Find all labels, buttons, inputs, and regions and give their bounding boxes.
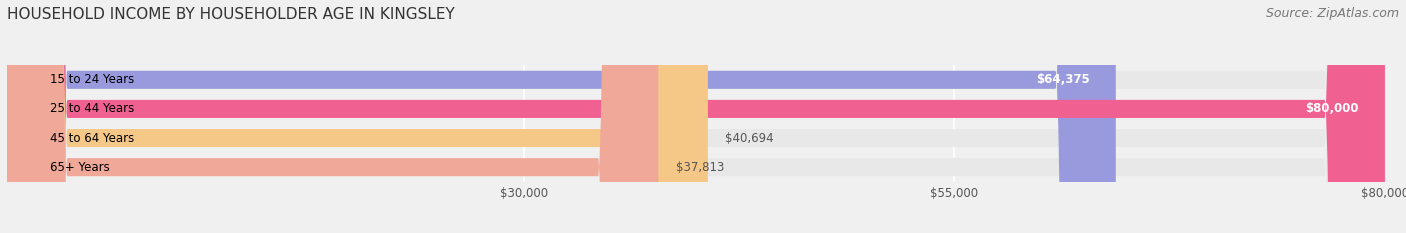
Text: $37,813: $37,813 [675, 161, 724, 174]
Text: $80,000: $80,000 [1306, 103, 1360, 115]
FancyBboxPatch shape [7, 0, 658, 233]
Text: $40,694: $40,694 [725, 132, 773, 144]
Text: 65+ Years: 65+ Years [51, 161, 110, 174]
Text: 25 to 44 Years: 25 to 44 Years [51, 103, 135, 115]
FancyBboxPatch shape [7, 0, 709, 233]
Text: 45 to 64 Years: 45 to 64 Years [51, 132, 135, 144]
FancyBboxPatch shape [7, 0, 1385, 233]
Text: 15 to 24 Years: 15 to 24 Years [51, 73, 135, 86]
FancyBboxPatch shape [7, 0, 1116, 233]
FancyBboxPatch shape [7, 0, 1385, 233]
Text: HOUSEHOLD INCOME BY HOUSEHOLDER AGE IN KINGSLEY: HOUSEHOLD INCOME BY HOUSEHOLDER AGE IN K… [7, 7, 454, 22]
FancyBboxPatch shape [7, 0, 1385, 233]
Text: $64,375: $64,375 [1036, 73, 1090, 86]
FancyBboxPatch shape [7, 0, 1385, 233]
Text: Source: ZipAtlas.com: Source: ZipAtlas.com [1265, 7, 1399, 20]
FancyBboxPatch shape [7, 0, 1385, 233]
